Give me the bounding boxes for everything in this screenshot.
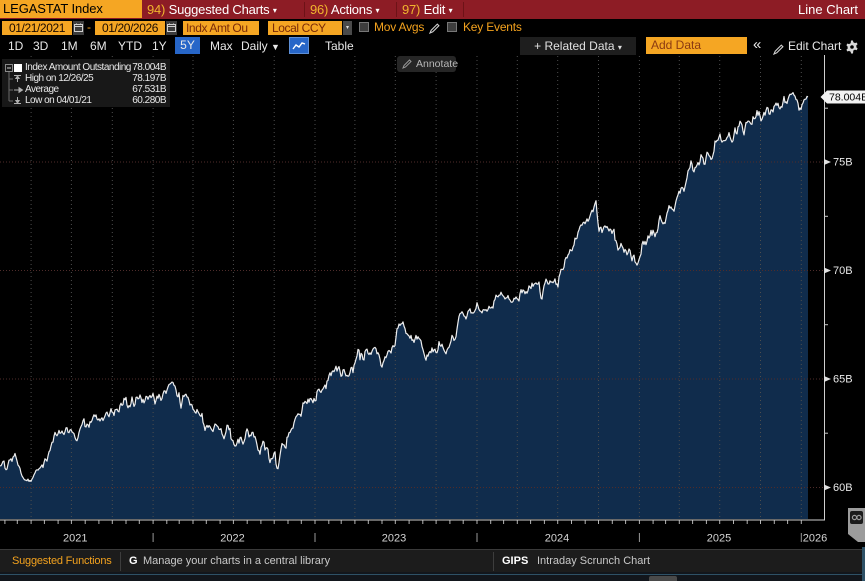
svg-text:2022: 2022 (220, 533, 244, 545)
svg-text:75B: 75B (833, 157, 853, 169)
svg-text:78.004B: 78.004B (829, 92, 865, 104)
svg-text:2025: 2025 (707, 533, 731, 545)
svg-text:2026: 2026 (803, 533, 827, 545)
svg-text:2021: 2021 (63, 533, 87, 545)
svg-text:2024: 2024 (545, 533, 569, 545)
svg-text:60B: 60B (833, 482, 853, 494)
svg-text:65B: 65B (833, 374, 853, 386)
svg-text:2023: 2023 (382, 533, 406, 545)
svg-text:70B: 70B (833, 265, 853, 277)
